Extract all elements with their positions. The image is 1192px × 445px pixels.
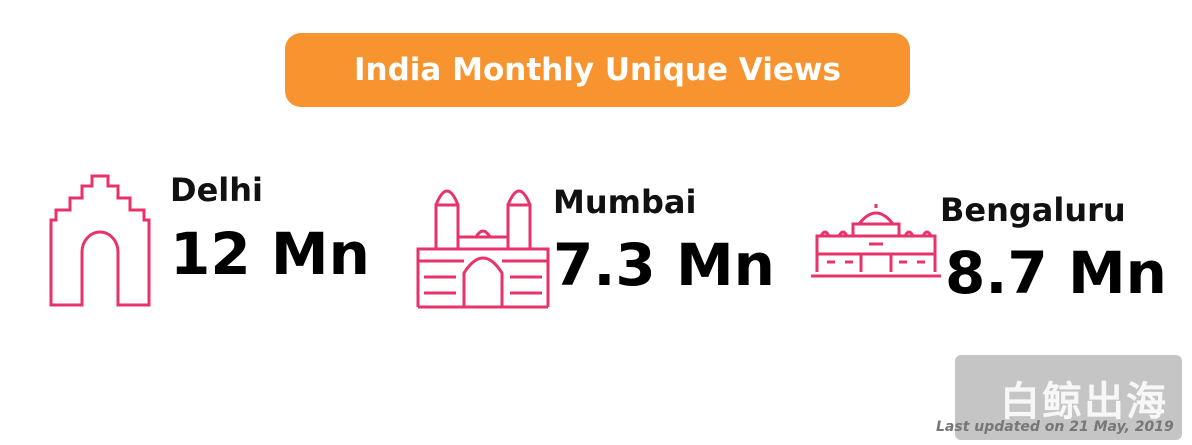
city-value: 7.3 Mn: [553, 231, 775, 299]
city-name: Delhi: [170, 171, 263, 209]
title: India Monthly Unique Views: [285, 33, 910, 107]
city-value: 8.7 Mn: [945, 239, 1167, 307]
bengaluru-icon: [811, 204, 941, 278]
delhi-icon: [49, 174, 151, 307]
last-updated: Last updated on 21 May, 2019: [936, 419, 1174, 435]
city-value: 12 Mn: [170, 220, 370, 288]
city-name: Mumbai: [553, 183, 697, 221]
city-name: Bengaluru: [940, 191, 1126, 229]
mumbai-icon: [416, 189, 550, 309]
watermark: 白鲸出海: [955, 355, 1182, 440]
